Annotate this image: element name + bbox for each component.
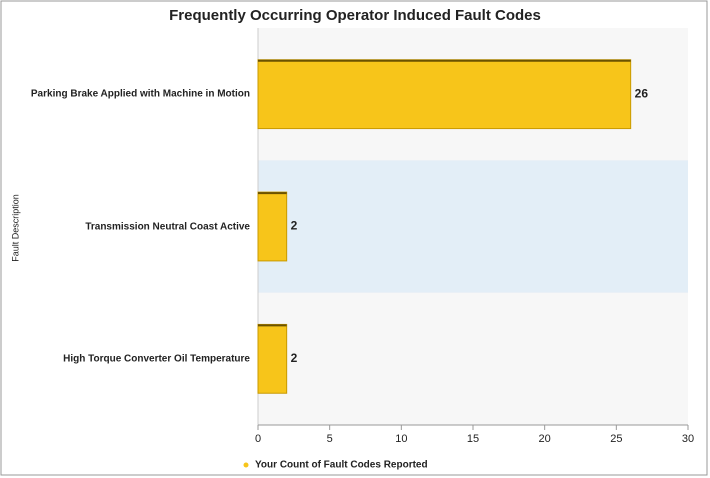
chart-title: Frequently Occurring Operator Induced Fa… xyxy=(169,7,541,24)
band-highlight xyxy=(258,160,688,293)
y-axis-label: Fault Description xyxy=(10,194,20,262)
data-label: 2 xyxy=(291,219,298,233)
x-tick-label: 5 xyxy=(327,433,333,445)
y-tick-label: Transmission Neutral Coast Active xyxy=(85,221,250,232)
x-tick-label: 15 xyxy=(467,433,479,445)
x-tick-label: 30 xyxy=(682,433,694,445)
data-label: 26 xyxy=(635,86,649,100)
bar xyxy=(257,59,632,130)
x-tick-label: 10 xyxy=(395,433,407,445)
x-tick-label: 20 xyxy=(539,433,551,445)
data-label: 2 xyxy=(291,351,298,365)
y-tick-label: High Torque Converter Oil Temperature xyxy=(63,353,250,365)
legend-label: Your Count of Fault Codes Reported xyxy=(255,460,428,471)
bar xyxy=(257,191,288,262)
x-tick-label: 25 xyxy=(610,433,622,445)
bar xyxy=(257,323,288,394)
y-tick-label: Parking Brake Applied with Machine in Mo… xyxy=(30,88,250,100)
x-tick-label: 0 xyxy=(255,433,261,445)
legend-marker xyxy=(243,462,249,468)
